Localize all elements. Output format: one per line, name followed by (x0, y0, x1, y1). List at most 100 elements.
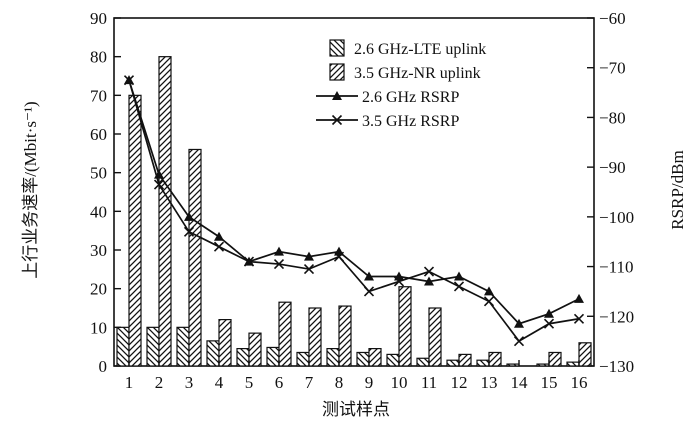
y2-tick-label: −100 (599, 208, 634, 227)
bar-nr-uplink (488, 351, 502, 367)
y-tick-label: 40 (90, 202, 107, 221)
x-tick-label: 16 (571, 373, 588, 392)
marker-triangle (484, 286, 494, 296)
marker-x (333, 251, 345, 262)
y2-tick-label: −70 (599, 59, 626, 78)
marker-x (543, 318, 555, 329)
marker-x (393, 276, 405, 287)
bar-nr-uplink (338, 305, 352, 367)
bar-lte-uplink (446, 359, 460, 367)
y-tick-label: 20 (90, 280, 107, 299)
marker-x (453, 281, 465, 292)
legend-label: 2.6 GHz-LTE uplink (354, 41, 486, 58)
plot-border (113, 17, 595, 367)
bar-lte-uplink (176, 326, 190, 367)
legend-label: 3.5 GHz RSRP (362, 113, 459, 130)
x-axis-label: 测试样点 (322, 400, 390, 419)
x-tick-label: 10 (391, 373, 408, 392)
marker-x (183, 226, 195, 237)
y-tick-label: 0 (99, 357, 108, 376)
marker-x (213, 241, 225, 252)
marker-triangle (364, 271, 374, 281)
bar-nr-uplink (278, 301, 292, 367)
x-tick-label: 13 (481, 373, 498, 392)
bar-lte-uplink (206, 340, 220, 367)
x-tick-label: 12 (451, 373, 468, 392)
x-tick-label: 7 (305, 373, 314, 392)
y2-tick-label: −60 (599, 9, 626, 28)
x-tick-label: 11 (421, 373, 437, 392)
bar-lte-uplink (386, 353, 400, 367)
bar-nr-uplink (248, 332, 262, 367)
bar-nr-uplink (398, 286, 412, 367)
bar-lte-uplink (236, 348, 250, 367)
bar-lte-uplink (416, 357, 430, 367)
marker-x (423, 266, 435, 277)
line-rsrp-35 (128, 79, 580, 343)
marker-x (513, 336, 525, 347)
legend-label: 2.6 GHz RSRP (362, 89, 459, 106)
bar-lte-uplink (506, 363, 520, 367)
y2-tick-label: −120 (599, 307, 634, 326)
y-tick-label: 70 (90, 86, 107, 105)
y-tick-label: 30 (90, 241, 107, 260)
marker-x (573, 313, 585, 324)
bar-nr-uplink (158, 56, 172, 367)
marker-x (483, 296, 495, 307)
x-tick-label: 14 (511, 373, 529, 392)
bar-nr-uplink (428, 307, 442, 367)
marker-triangle (274, 246, 284, 256)
y2-axis-label: RSRP/dBm (668, 150, 687, 229)
bar-lte-uplink (266, 346, 280, 367)
legend-marker-triangle (332, 91, 342, 100)
legend-swatch (329, 63, 345, 81)
bar-lte-uplink (536, 363, 550, 367)
x-tick-label: 1 (125, 373, 134, 392)
y-axis-label: 上行业务速率/(Mbit·s⁻¹) (21, 101, 40, 278)
marker-triangle (544, 308, 554, 318)
legend-label: 3.5 GHz-NR uplink (354, 65, 481, 82)
marker-x (303, 263, 315, 275)
x-tick-label: 6 (275, 373, 284, 392)
x-tick-label: 9 (365, 373, 374, 392)
bar-nr-uplink (548, 351, 562, 367)
x-tick-label: 4 (215, 373, 224, 392)
x-tick-label: 2 (155, 373, 164, 392)
y-tick-label: 10 (90, 318, 107, 337)
legend: 2.6 GHz-LTE uplink 3.5 GHz-NR uplink 2.6 G… (316, 39, 486, 130)
bar-nr-uplink (188, 148, 202, 367)
marker-x (243, 256, 255, 267)
y2-tick-label: −80 (599, 108, 626, 127)
line-rsrp-26 (128, 79, 580, 325)
bar-lte-uplink (146, 326, 160, 367)
bar-lte-uplink (326, 348, 340, 367)
y-tick-label: 60 (90, 125, 107, 144)
bar-lte-uplink (356, 351, 370, 367)
x-tick-label: 8 (335, 373, 344, 392)
y2-tick-label: −130 (599, 357, 634, 376)
bar-lte-uplink (476, 359, 490, 367)
bar-nr-uplink (578, 342, 592, 367)
line-group (123, 75, 585, 347)
bar-lte-uplink (566, 361, 580, 367)
y-tick-label: 90 (90, 9, 107, 28)
marker-triangle (424, 276, 434, 286)
marker-triangle (304, 251, 314, 261)
marker-triangle (214, 231, 224, 241)
y-tick-label: 80 (90, 48, 107, 67)
y2-tick-label: −90 (599, 158, 626, 177)
marker-triangle (184, 211, 194, 221)
bar-nr-uplink (308, 307, 322, 367)
marker-x (153, 179, 165, 190)
y-tick-label: 50 (90, 164, 107, 183)
marker-x (273, 259, 285, 270)
bar-lte-uplink (116, 326, 130, 367)
x-tick-label: 15 (541, 373, 558, 392)
marker-x (363, 286, 375, 297)
marker-x (123, 75, 135, 86)
plot-area (113, 17, 595, 367)
legend-swatch (329, 39, 345, 57)
y2-tick-label: −110 (599, 258, 633, 277)
x-tick-label: 5 (245, 373, 254, 392)
